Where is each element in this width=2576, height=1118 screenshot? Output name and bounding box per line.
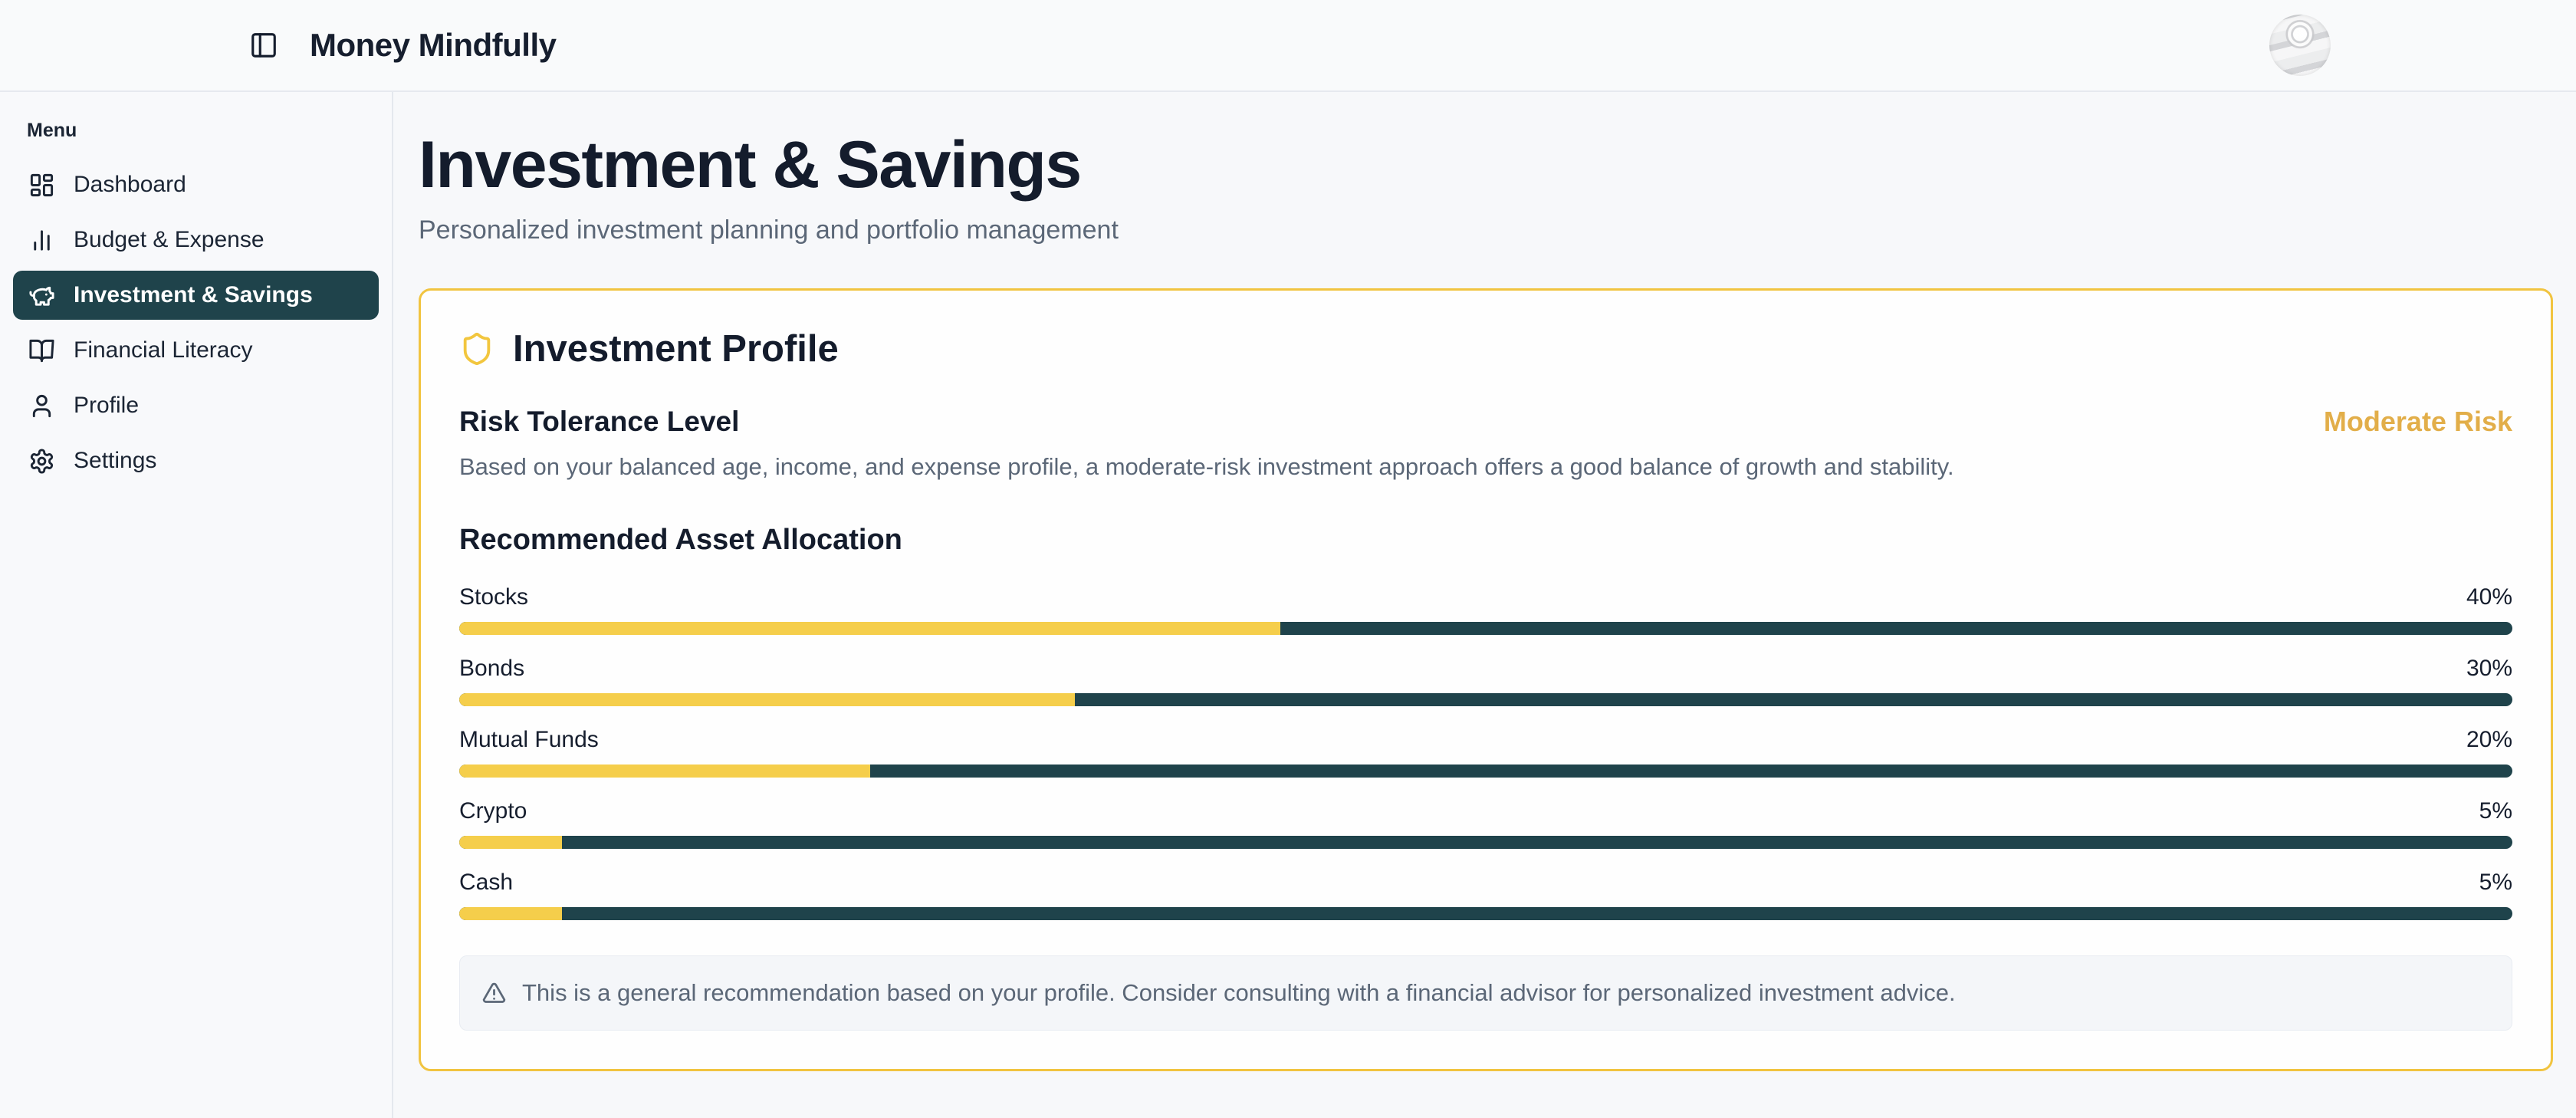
gear-icon — [30, 448, 54, 474]
risk-level-badge: Moderate Risk — [2323, 406, 2512, 437]
page-title: Investment & Savings — [419, 128, 1082, 202]
allocation-bar-fill — [459, 836, 562, 849]
allocation-bar-fill — [459, 907, 562, 920]
allocation-value: 20% — [2466, 727, 2512, 752]
sidebar-toggle-button[interactable] — [247, 28, 281, 62]
sidebar-item-profile[interactable]: Profile — [13, 381, 379, 430]
page-subtitle: Personalized investment planning and por… — [419, 215, 1119, 245]
user-icon — [32, 394, 51, 417]
allocation-bar-track — [459, 765, 2512, 778]
panel-left-icon — [251, 33, 276, 58]
book-open-icon — [29, 339, 54, 362]
allocation-list: Stocks 40% Bonds 30% — [459, 584, 2512, 920]
allocation-value: 5% — [2479, 798, 2512, 824]
sidebar-item-dashboard[interactable]: Dashboard — [13, 160, 379, 209]
allocation-label: Stocks — [459, 584, 529, 610]
allocation-value: 5% — [2479, 870, 2512, 895]
sidebar-nav: Dashboard Budget & Expense Investment & … — [13, 160, 379, 485]
sidebar-item-label: Financial Literacy — [74, 337, 253, 363]
shield-icon — [463, 332, 491, 366]
alert-triangle-icon — [482, 982, 506, 1003]
sidebar-item-label: Budget & Expense — [74, 227, 264, 252]
sidebar: Menu Dashboard Budget & Expense Inv — [0, 92, 393, 1118]
risk-tolerance-heading: Risk Tolerance Level — [459, 406, 740, 437]
sidebar-item-budget-expense[interactable]: Budget & Expense — [13, 215, 379, 265]
risk-description: Based on your balanced age, income, and … — [459, 453, 1954, 480]
allocation-row-cash: Cash 5% — [459, 870, 2512, 920]
allocation-row-crypto: Crypto 5% — [459, 798, 2512, 849]
allocation-label: Mutual Funds — [459, 727, 599, 752]
piggy-bank-icon — [29, 286, 54, 306]
app-header: Money Mindfully — [0, 0, 2576, 92]
investment-profile-card: Investment Profile Risk Tolerance Level … — [419, 288, 2553, 1071]
advisor-note: This is a general recommendation based o… — [459, 955, 2512, 1031]
allocation-bar-fill — [459, 693, 1076, 706]
avatar[interactable] — [2269, 15, 2331, 76]
sidebar-item-financial-literacy[interactable]: Financial Literacy — [13, 326, 379, 375]
sidebar-item-label: Profile — [74, 393, 140, 418]
allocation-label: Bonds — [459, 656, 525, 681]
sidebar-item-label: Dashboard — [74, 172, 186, 197]
allocation-label: Crypto — [459, 798, 527, 824]
sidebar-item-investment-savings[interactable]: Investment & Savings — [13, 271, 379, 320]
menu-section-label: Menu — [27, 120, 77, 141]
main-content: Investment & Savings Personalized invest… — [393, 92, 2576, 1118]
advisor-note-text: This is a general recommendation based o… — [522, 979, 1956, 1006]
sidebar-item-settings[interactable]: Settings — [13, 436, 379, 485]
allocation-bar-fill — [459, 765, 870, 778]
dashboard-grid-icon — [30, 173, 54, 196]
bar-chart-icon — [34, 229, 50, 251]
allocation-bar-track — [459, 907, 2512, 920]
allocation-row-bonds: Bonds 30% — [459, 656, 2512, 706]
allocation-value: 40% — [2466, 584, 2512, 610]
app-title: Money Mindfully — [310, 27, 557, 63]
allocation-bar-track — [459, 622, 2512, 635]
allocation-heading: Recommended Asset Allocation — [459, 524, 902, 556]
allocation-label: Cash — [459, 870, 514, 895]
sidebar-item-label: Settings — [74, 448, 157, 473]
allocation-row-mutual-funds: Mutual Funds 20% — [459, 727, 2512, 778]
allocation-bar-track — [459, 836, 2512, 849]
allocation-row-stocks: Stocks 40% — [459, 584, 2512, 635]
allocation-value: 30% — [2466, 656, 2512, 681]
sidebar-item-label: Investment & Savings — [74, 282, 313, 307]
card-title: Investment Profile — [513, 328, 839, 370]
allocation-bar-fill — [459, 622, 1281, 635]
allocation-bar-track — [459, 693, 2512, 706]
